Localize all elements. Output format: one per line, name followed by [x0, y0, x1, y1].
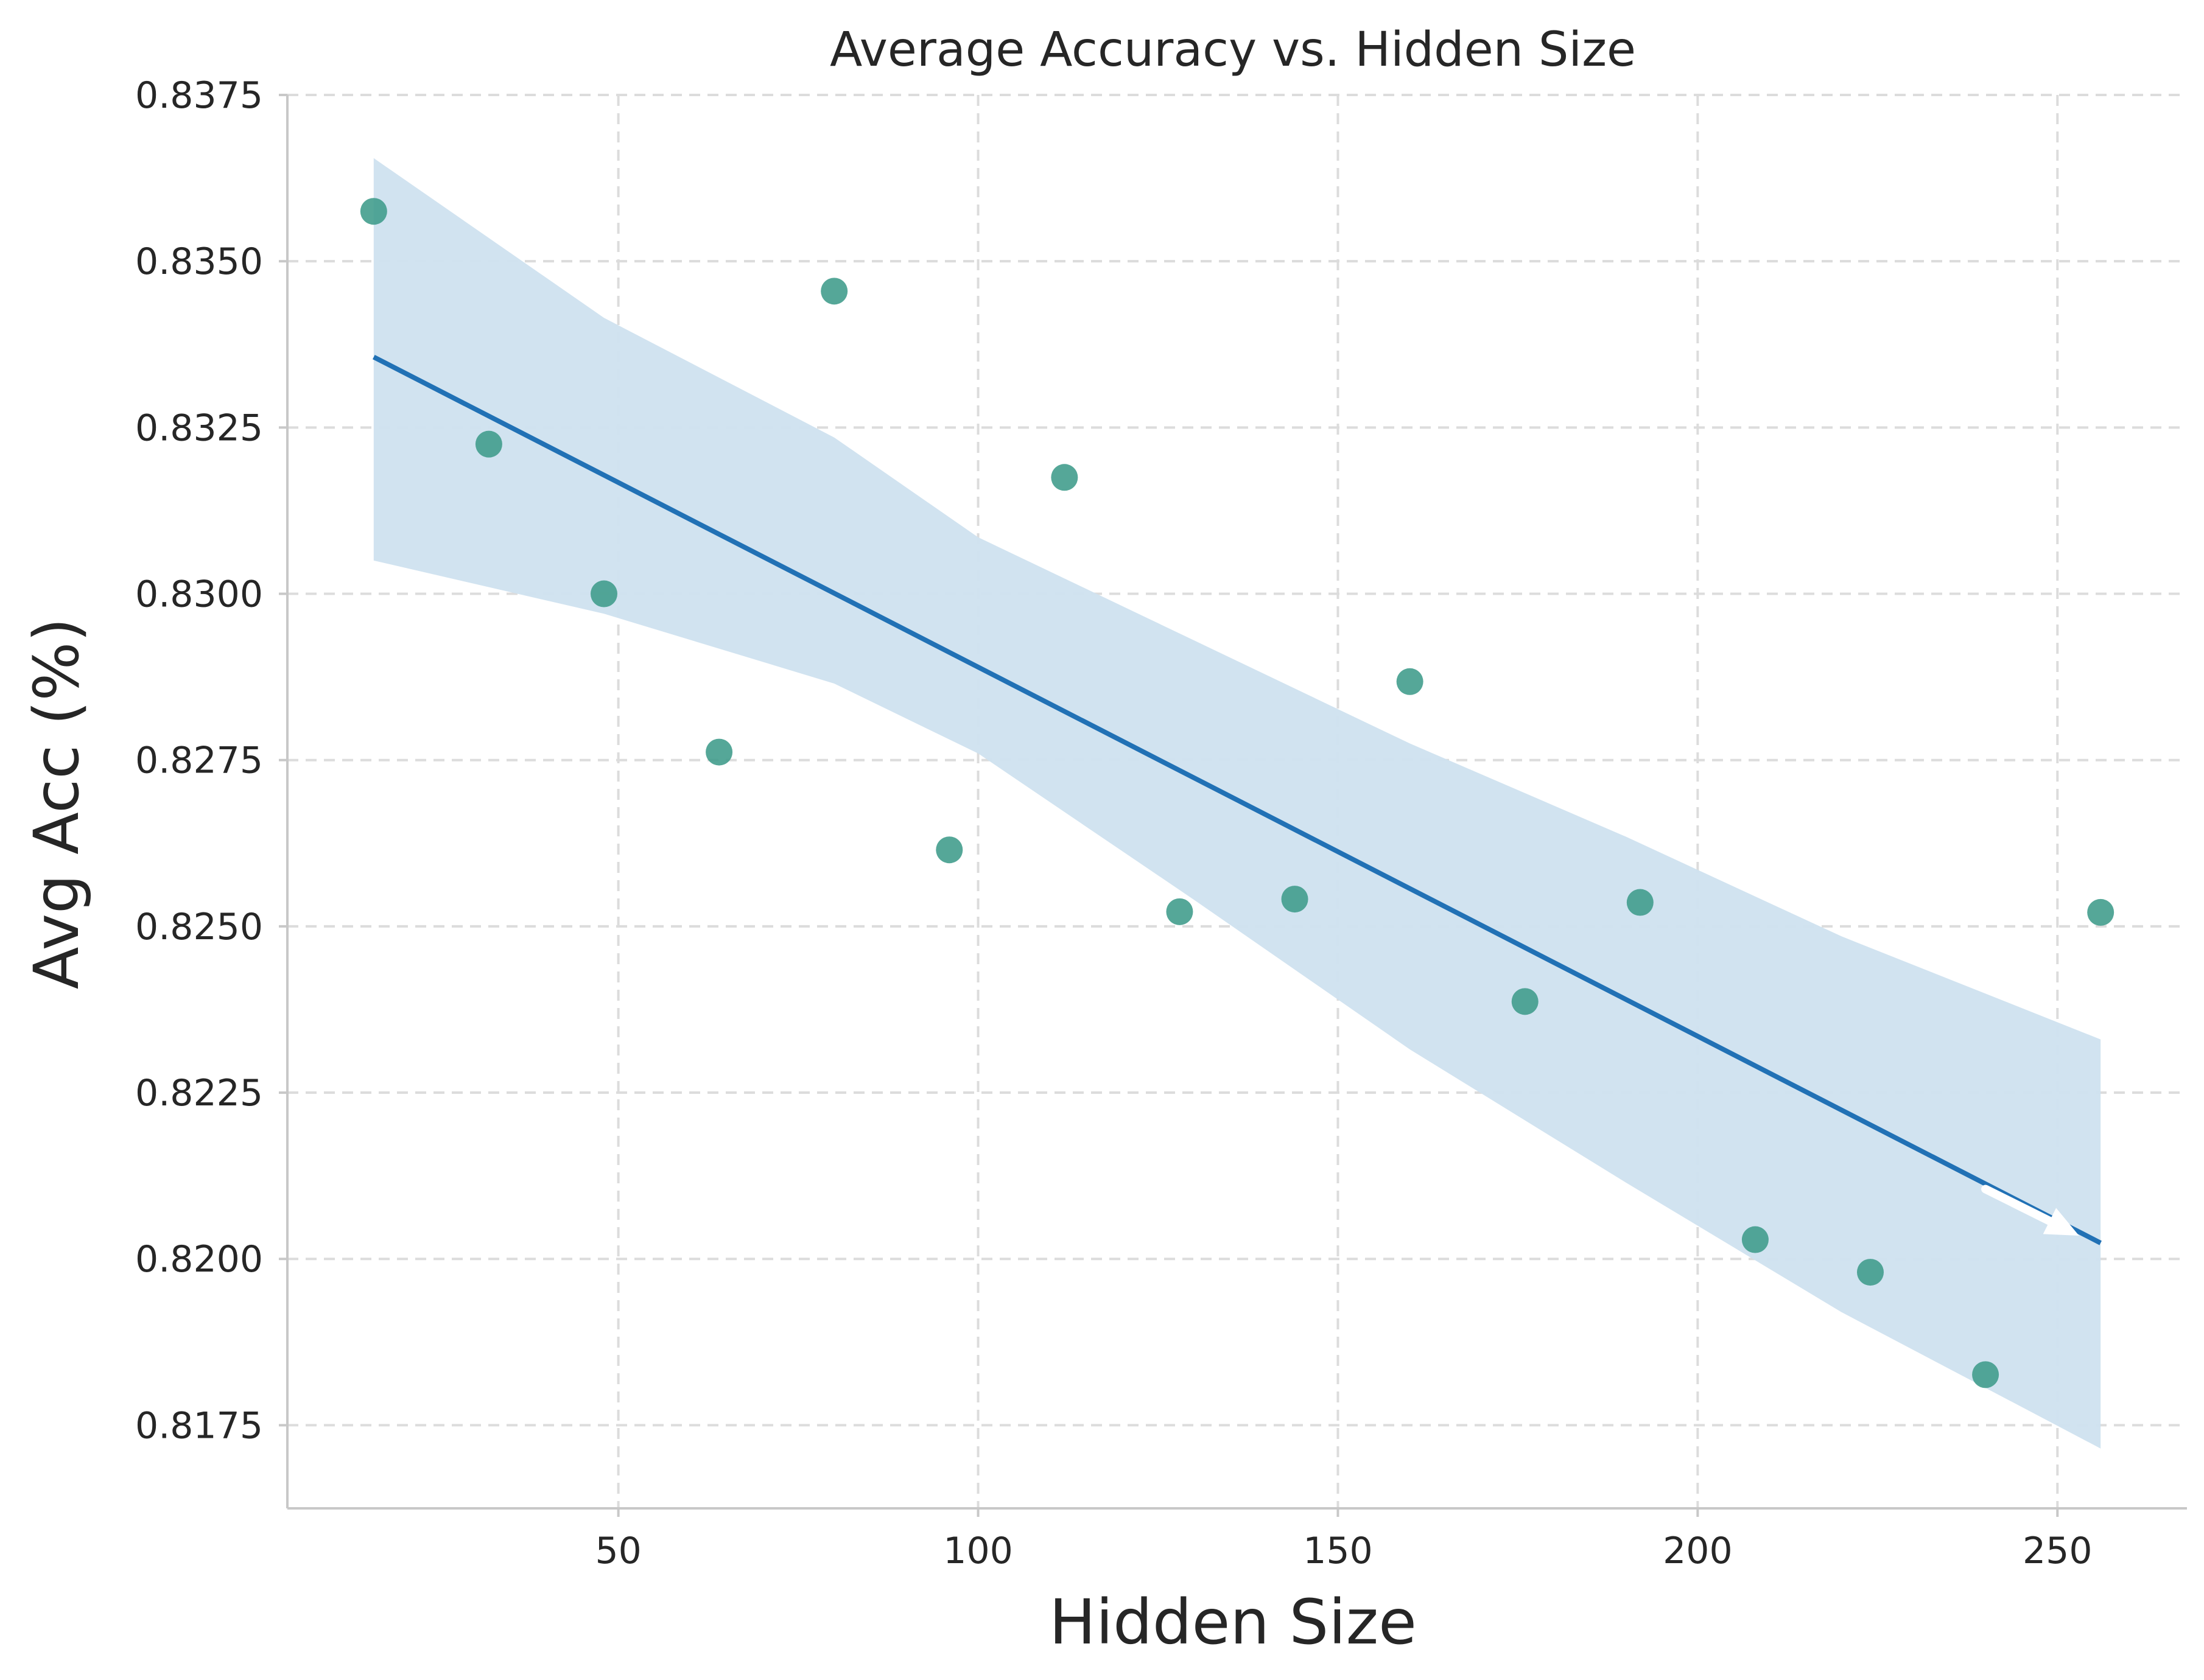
- y-tick-label: 0.8275: [135, 740, 263, 782]
- y-tick-label: 0.8250: [135, 906, 263, 948]
- scatter-points: [360, 198, 2115, 1388]
- arrow-annotation: [1981, 1185, 2079, 1236]
- x-tick-label: 150: [1303, 1530, 1373, 1572]
- y-ticks: 0.8175 0.8200 0.8225 0.8250 0.8275 0.8300 0.83…: [135, 74, 287, 1447]
- data-point: [706, 738, 733, 766]
- x-tick-label: 100: [943, 1530, 1013, 1572]
- arrow-head: [2043, 1208, 2079, 1236]
- y-tick-label: 0.8300: [135, 573, 263, 616]
- data-point: [360, 198, 387, 225]
- y-tick-label: 0.8200: [135, 1238, 263, 1281]
- data-point: [1511, 988, 1539, 1015]
- data-point: [1857, 1259, 1884, 1286]
- arrow-shaft: [1981, 1185, 2054, 1225]
- x-tick-label: 200: [1663, 1530, 1733, 1572]
- data-point: [1281, 886, 1308, 913]
- data-point: [1396, 668, 1423, 695]
- data-point: [821, 278, 848, 305]
- y-tick-label: 0.8375: [135, 74, 263, 117]
- data-point: [1166, 898, 1193, 925]
- data-point: [1626, 889, 1654, 916]
- data-point: [1051, 464, 1078, 491]
- y-tick-label: 0.8350: [135, 240, 263, 283]
- x-axis-label: Hidden Size: [1049, 1586, 1417, 1659]
- data-point: [475, 430, 502, 458]
- y-tick-label: 0.8225: [135, 1072, 263, 1115]
- regression-line: [372, 354, 2102, 1245]
- confidence-band: [373, 158, 2101, 1449]
- data-point: [936, 836, 963, 864]
- y-tick-label: 0.8325: [135, 407, 263, 449]
- chart-title: Average Accuracy vs. Hidden Size: [830, 23, 1636, 77]
- y-tick-label: 0.8175: [135, 1404, 263, 1447]
- data-point: [2087, 898, 2115, 926]
- y-axis-label: Avg Acc (%): [21, 618, 93, 989]
- data-point: [1972, 1361, 1999, 1388]
- data-point: [591, 580, 617, 607]
- x-tick-label: 250: [2023, 1530, 2093, 1572]
- x-tick-label: 50: [595, 1530, 641, 1572]
- data-point: [1741, 1226, 1769, 1253]
- x-ticks: 50 100 150 200 250: [595, 1508, 2093, 1572]
